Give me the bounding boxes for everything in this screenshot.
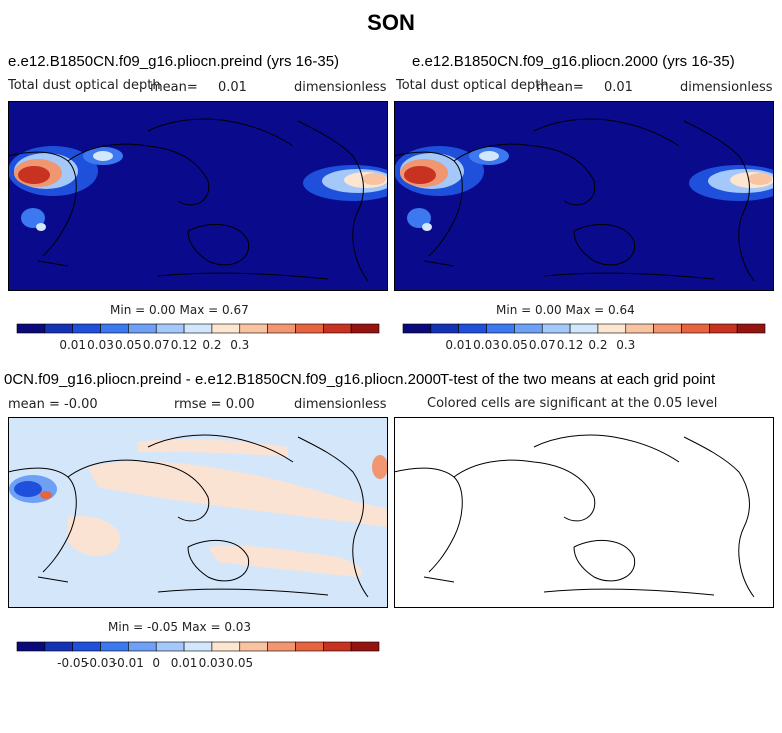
colorbar-segment — [295, 323, 324, 334]
panel3-units: dimensionless — [294, 397, 387, 412]
colorbar-segment — [100, 323, 129, 334]
colorbar-segment — [239, 641, 268, 652]
coastlines — [8, 118, 369, 282]
panel1-units: dimensionless — [294, 80, 387, 95]
colorbar-tick-label: 0.3 — [230, 338, 249, 352]
map-2000-dust — [394, 101, 774, 291]
panel2-variable-label: Total dust optical depth — [396, 78, 549, 93]
colorbar-segment — [211, 323, 241, 334]
panel4-subtitle: Colored cells are significant at the 0.0… — [427, 396, 718, 411]
colorbar-segment — [458, 323, 487, 334]
dust-plume-africa — [8, 146, 123, 231]
colorbar-segment — [709, 323, 738, 334]
coastlines — [8, 434, 369, 598]
colorbar-tick-label: 0.05 — [226, 656, 253, 670]
colorbar-segment — [100, 641, 129, 652]
panel1-minmax: Min = 0.00 Max = 0.67 — [110, 303, 249, 317]
colorbar-segment — [183, 323, 213, 334]
colorbar-segment — [653, 323, 682, 334]
colorbar-tick-label: 0.01 — [59, 338, 86, 352]
colorbar-tick-label: 0.03 — [199, 656, 226, 670]
panel2-units: dimensionless — [680, 80, 773, 95]
colorbar-segment — [323, 323, 352, 334]
map-preind-dust — [8, 101, 388, 291]
colorbar-tick-label: -0.01 — [113, 656, 144, 670]
colorbar-segment — [350, 641, 380, 652]
colorbar-segment — [44, 323, 73, 334]
colorbar-difference: -0.05-0.03-0.01 0 0.01 0.03 0.05 — [16, 641, 380, 670]
colorbar-tick-label: 0.12 — [171, 338, 198, 352]
panel3-title: 0CN.f09_g16.pliocn.preind - e.e12.B1850C… — [4, 371, 441, 388]
panel3-mean-label: mean = -0.00 — [8, 397, 98, 412]
colorbar-segment — [295, 641, 324, 652]
colorbar-segment — [267, 641, 296, 652]
colorbar-segment — [350, 323, 380, 334]
colorbar-segment — [155, 323, 185, 334]
coastlines — [394, 434, 755, 598]
panel2-mean-value: 0.01 — [604, 80, 633, 95]
diff-africa-anomaly — [9, 455, 388, 503]
colorbar-segment — [72, 641, 101, 652]
colorbar-segment — [430, 323, 459, 334]
dust-plume-pacific — [689, 165, 774, 201]
colorbar-segment — [183, 641, 213, 652]
figure-title: SON — [367, 10, 415, 35]
colorbar-segment — [569, 323, 599, 334]
colorbar-tick-label: -0.03 — [85, 656, 116, 670]
colorbar-segment — [681, 323, 710, 334]
coastlines — [394, 118, 755, 282]
panel3-rmse-label: rmse = 0.00 — [174, 397, 255, 412]
colorbar-segment — [625, 323, 654, 334]
colorbar-segment — [128, 323, 157, 334]
colorbar-segment — [402, 323, 432, 334]
colorbar-segment — [16, 323, 46, 334]
colorbar-tick-label: 0.07 — [529, 338, 556, 352]
colorbar-segment — [72, 323, 101, 334]
panel3-minmax: Min = -0.05 Max = 0.03 — [108, 620, 252, 634]
colorbar-segment — [267, 323, 296, 334]
colorbar-segment — [323, 641, 352, 652]
colorbar-preind: 0.01 0.03 0.05 0.07 0.12 0.2 0.3 — [16, 323, 380, 352]
dust-plume-africa — [394, 146, 509, 231]
colorbar-tick-label: 0.01 — [171, 656, 198, 670]
colorbar-tick-label: -0.05 — [57, 656, 88, 670]
panel1-mean-value: 0.01 — [218, 80, 247, 95]
colorbar-tick-label: 0.05 — [115, 338, 142, 352]
colorbar-tick-label: 0.03 — [87, 338, 114, 352]
colorbar-tick-label: 0.05 — [501, 338, 528, 352]
colorbar-tick-label: 0.07 — [143, 338, 170, 352]
colorbar-tick-label: 0.3 — [616, 338, 635, 352]
colorbar-segment — [736, 323, 766, 334]
colorbar-segment — [486, 323, 515, 334]
panel2-mean-label: mean= — [536, 80, 584, 95]
dust-plume-pacific — [303, 165, 388, 201]
panel4-title: T-test of the two means at each grid poi… — [440, 371, 716, 388]
panel2-title: e.e12.B1850CN.f09_g16.pliocn.2000 (yrs 1… — [412, 53, 735, 70]
colorbar-segment — [597, 323, 627, 334]
map-ttest — [394, 417, 774, 608]
colorbar-2000: 0.01 0.03 0.05 0.07 0.12 0.2 0.3 — [402, 323, 766, 352]
colorbar-segment — [44, 641, 73, 652]
panel1-variable-label: Total dust optical depth — [8, 78, 161, 93]
colorbar-segment — [128, 641, 157, 652]
map-difference — [8, 417, 388, 608]
panel1-mean-label: mean= — [150, 80, 198, 95]
colorbar-tick-label: 0.2 — [202, 338, 221, 352]
colorbar-segment — [514, 323, 543, 334]
colorbar-segment — [16, 641, 46, 652]
colorbar-segment — [541, 323, 571, 334]
colorbar-segment — [155, 641, 185, 652]
colorbar-tick-label: 0.03 — [473, 338, 500, 352]
colorbar-tick-label: 0.12 — [557, 338, 584, 352]
panel1-title: e.e12.B1850CN.f09_g16.pliocn.preind (yrs… — [8, 53, 340, 70]
colorbar-segment — [239, 323, 268, 334]
colorbar-tick-label: 0.01 — [445, 338, 472, 352]
colorbar-tick-label: 0.2 — [588, 338, 607, 352]
colorbar-segment — [211, 641, 241, 652]
panel2-minmax: Min = 0.00 Max = 0.64 — [496, 303, 635, 317]
colorbar-tick-label: 0 — [152, 656, 160, 670]
